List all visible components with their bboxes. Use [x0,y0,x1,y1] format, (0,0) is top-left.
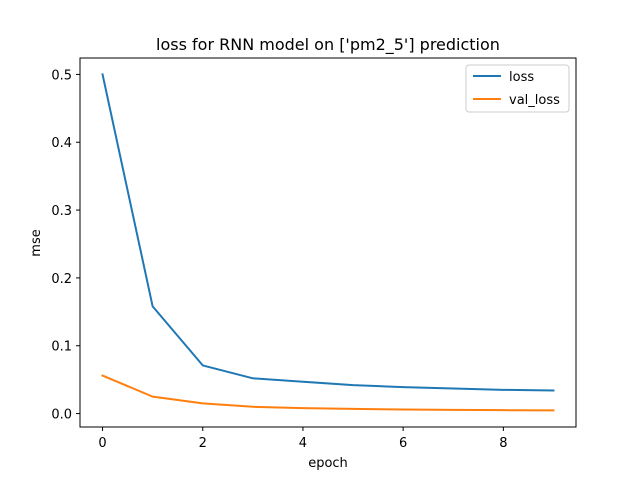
y-tick-label: 0.4 [51,136,72,151]
x-axis-label: epoch [308,456,348,471]
legend: loss val_loss [465,64,570,113]
chart-title: loss for RNN model on ['pm2_5'] predicti… [156,35,500,55]
x-tick-label: 2 [199,436,207,451]
plot-lines [101,73,555,412]
series-line-loss [101,73,555,392]
x-tick-label: 4 [299,436,307,451]
legend-label-loss: loss [509,70,534,85]
series-line-val-loss [101,374,555,412]
y-axis-label: mse [29,229,44,256]
x-tick-label: 8 [499,436,507,451]
y-tick-label: 0.5 [51,68,72,83]
x-tick-label: 0 [98,436,106,451]
legend-label-val-loss: val_loss [509,93,560,108]
y-tick-label: 0.3 [51,204,72,219]
x-ticks: 0 2 4 6 8 [98,427,507,451]
y-tick-label: 0.0 [51,408,72,423]
y-tick-label: 0.2 [51,272,72,287]
y-ticks: 0.0 0.1 0.2 0.3 0.4 0.5 [51,68,80,423]
x-tick-label: 6 [399,436,407,451]
y-tick-label: 0.1 [51,340,72,355]
axes-frame [79,57,577,428]
